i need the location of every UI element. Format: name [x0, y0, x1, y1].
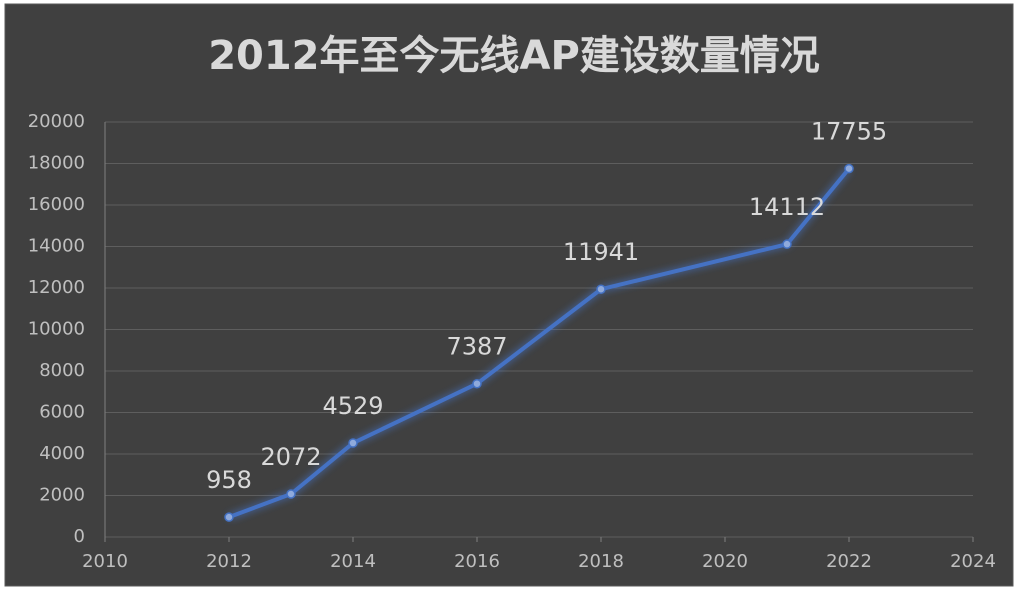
- y-tick-label: 0: [74, 526, 85, 547]
- point: [472, 378, 482, 389]
- point: [348, 438, 358, 448]
- point: [782, 239, 792, 249]
- x-tick-label: 2022: [826, 551, 872, 572]
- x-tick-label: 2010: [82, 551, 128, 572]
- x-tick-label: 2024: [950, 551, 996, 572]
- x-tick-label: 2012: [206, 551, 252, 572]
- x-tick-label: 2018: [578, 551, 624, 572]
- y-tick-label: 10000: [28, 319, 85, 340]
- y-tick-label: 2000: [39, 485, 85, 506]
- y-tick-label: 18000: [28, 153, 85, 174]
- data-label: 17755: [811, 118, 887, 146]
- y-tick-label: 6000: [39, 402, 85, 423]
- data-label: 14112: [749, 193, 825, 221]
- data-label: 4529: [322, 392, 383, 420]
- point: [844, 163, 854, 174]
- x-tick-label: 2016: [454, 551, 500, 572]
- y-tick-label: 20000: [28, 111, 85, 132]
- x-tick-label: 2014: [330, 551, 376, 572]
- y-tick-label: 4000: [39, 443, 85, 464]
- y-tick-label: 12000: [28, 277, 85, 298]
- data-label: 7387: [446, 333, 507, 361]
- chart-title: 2012年至今无线AP建设数量情况: [208, 33, 820, 79]
- y-tick-label: 14000: [28, 236, 85, 257]
- x-tick-label: 2020: [702, 551, 748, 572]
- y-tick-label: 16000: [28, 194, 85, 215]
- data-label: 2072: [260, 443, 321, 471]
- data-label: 958: [206, 466, 252, 494]
- point: [224, 512, 234, 522]
- y-tick-label: 8000: [39, 360, 85, 381]
- point: [286, 489, 296, 499]
- point: [596, 284, 606, 294]
- data-label: 11941: [563, 238, 639, 266]
- chart-background: [4, 3, 1014, 587]
